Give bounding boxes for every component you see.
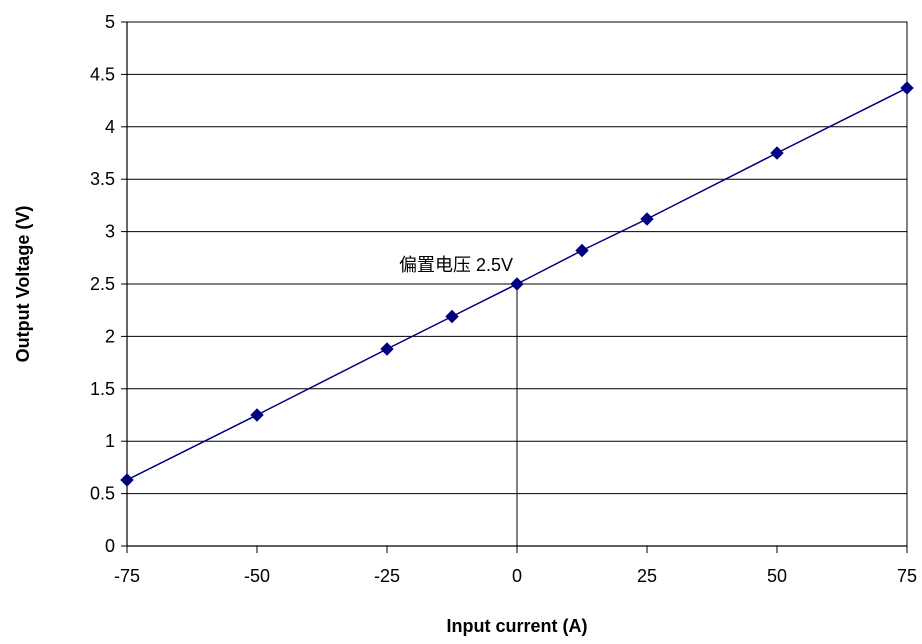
data-point-marker [380, 342, 394, 356]
y-tick-label: 4.5 [90, 64, 115, 84]
x-tick-label: 0 [512, 566, 522, 586]
data-point-marker [510, 277, 524, 291]
y-tick-label: 2 [105, 326, 115, 346]
y-tick-label: 0.5 [90, 484, 115, 504]
data-point-marker [250, 408, 264, 422]
x-tick-label: 50 [767, 566, 787, 586]
annotation: 偏置电压 2.5V [399, 255, 518, 546]
data-point-marker [640, 212, 654, 226]
y-axis-title: Output Voltage (V) [13, 206, 33, 363]
y-tick-label: 3 [105, 222, 115, 242]
data-point-marker [120, 473, 134, 487]
y-tick-label: 1 [105, 431, 115, 451]
x-tick-label: -50 [244, 566, 270, 586]
y-tick-label: 5 [105, 12, 115, 32]
x-tick-label: -75 [114, 566, 140, 586]
x-tick-label: 75 [897, 566, 917, 586]
bias-voltage-annotation: 偏置电压 2.5V [399, 255, 513, 275]
y-tick-label: 3.5 [90, 169, 115, 189]
x-tick-labels: -75 -50 -25 0 25 50 75 [114, 566, 917, 586]
x-tick-label: 25 [637, 566, 657, 586]
y-tick-label: 0 [105, 536, 115, 556]
y-tick-label: 4 [105, 117, 115, 137]
series [120, 81, 914, 487]
x-tick-label: -25 [374, 566, 400, 586]
data-point-marker [445, 309, 459, 324]
data-point-marker [770, 146, 784, 160]
data-point-marker [575, 243, 589, 258]
data-point-marker [900, 81, 914, 95]
y-tick-labels: 0 0.5 1 1.5 2 2.5 3 3.5 4 4.5 5 [90, 12, 115, 556]
x-axis-title: Input current (A) [447, 616, 588, 636]
tick-marks [121, 21, 908, 553]
y-tick-label: 1.5 [90, 379, 115, 399]
y-tick-label: 2.5 [90, 274, 115, 294]
